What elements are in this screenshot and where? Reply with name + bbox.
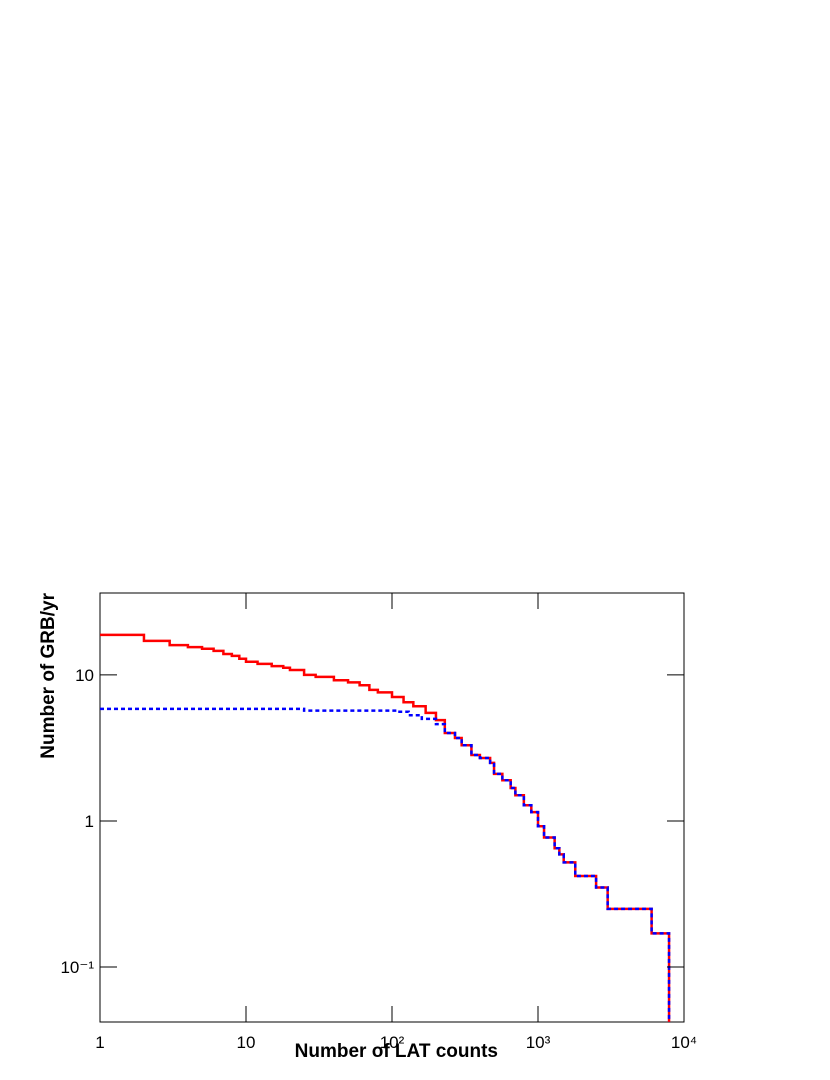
x-tick-label: 10² — [380, 1033, 405, 1052]
plot-frame — [99, 592, 685, 1023]
x-tick-label: 10³ — [526, 1033, 551, 1052]
y-tick-label: 10⁻¹ — [60, 958, 94, 977]
step-line — [100, 707, 671, 1022]
x-tick-label: 10 — [237, 1033, 256, 1052]
y-tick-label: 1 — [85, 812, 94, 831]
step-line — [100, 633, 671, 1022]
y-tick-label: 10 — [75, 666, 94, 685]
curves — [100, 633, 671, 1022]
x-tick-label: 1 — [95, 1033, 104, 1052]
x-axis-title: Number of LAT counts — [295, 1041, 498, 1062]
x-tick-label: 10⁴ — [671, 1033, 697, 1052]
y-axis-title: Number of GRB/yr — [38, 592, 59, 758]
